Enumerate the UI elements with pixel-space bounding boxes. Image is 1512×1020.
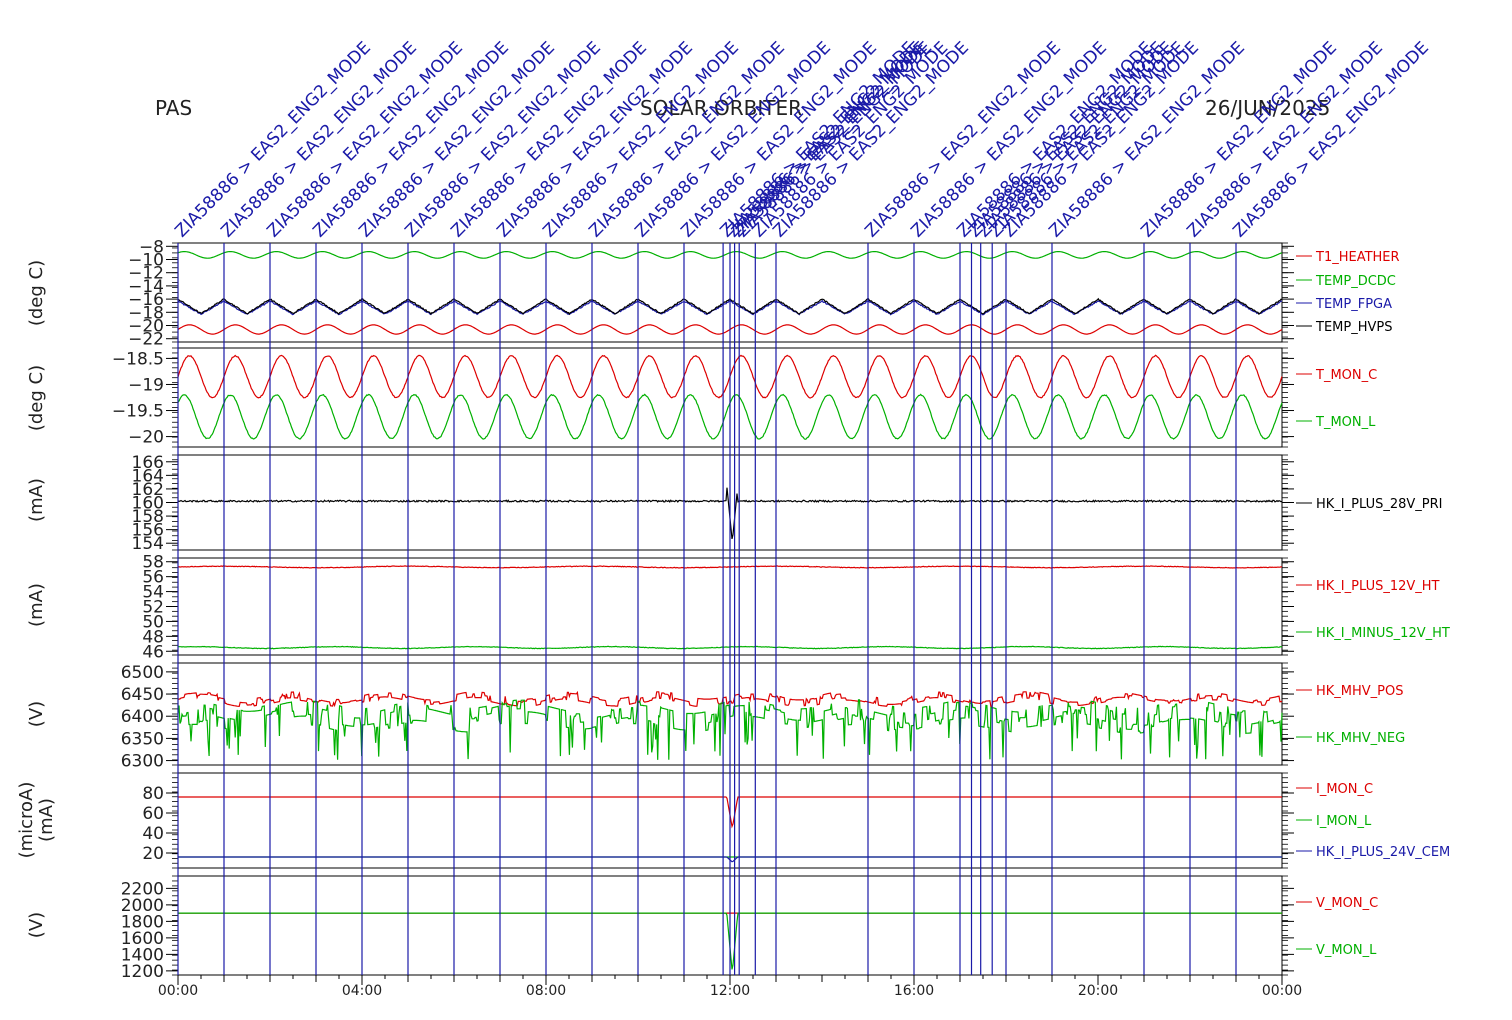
y-tick-label: −8 — [139, 237, 164, 257]
y-axis-label: (microA) — [16, 782, 37, 859]
y-tick-label: 1400 — [121, 945, 164, 965]
y-axis-label: (mA) — [26, 583, 47, 627]
instrument-label: PAS — [155, 96, 193, 120]
x-tick-label: 04:00 — [342, 983, 382, 999]
y-tick-label: −10 — [128, 251, 164, 271]
x-tick-label: 20:00 — [1078, 983, 1118, 999]
y-axis-label: (V) — [26, 912, 47, 938]
y-tick-label: 40 — [142, 824, 164, 844]
y-axis-label: (deg C) — [26, 260, 47, 326]
mission-title: SOLAR ORBITER — [640, 96, 802, 120]
legend-label: TEMP_DCDC — [1315, 274, 1396, 289]
y-tick-label: 164 — [132, 466, 164, 486]
y-tick-label: 60 — [142, 804, 164, 824]
y-tick-label: 1200 — [121, 962, 164, 982]
y-tick-label: 166 — [132, 453, 164, 473]
legend-label: HK_MHV_NEG — [1316, 731, 1405, 746]
y-tick-label: −18 — [128, 303, 164, 323]
y-tick-label: 20 — [142, 844, 164, 864]
legend-label: I_MON_L — [1316, 814, 1372, 829]
event-label: ZIA58886 > EAS2_ENG2_MODE — [1229, 38, 1432, 241]
y-tick-label: −19.5 — [112, 402, 164, 422]
y-axis-label: (mA) — [26, 478, 47, 522]
y-tick-label: −19 — [128, 375, 164, 395]
y-tick-label: 6450 — [121, 685, 164, 705]
y-tick-label: 56 — [142, 568, 164, 588]
legend-label: HK_I_MINUS_12V_HT — [1316, 626, 1450, 641]
legend-label: HK_I_PLUS_28V_PRI — [1316, 497, 1442, 512]
x-tick-label: 12:00 — [710, 983, 750, 999]
legend-label: TEMP_FPGA — [1315, 297, 1392, 312]
x-tick-label: 08:00 — [526, 983, 566, 999]
x-axis: 00:00 04:00 08:00 12:00 16:00 20:00 00:00 — [158, 975, 1302, 999]
x-tick-label: 00:00 — [158, 983, 198, 999]
date-label: 26/JUN/2025 — [1205, 96, 1331, 120]
y-tick-label: −18.5 — [112, 349, 164, 369]
y-tick-label: 1600 — [121, 929, 164, 949]
y-tick-label: 156 — [132, 521, 164, 541]
y-tick-label: −14 — [128, 277, 164, 297]
y-tick-label: 52 — [142, 598, 164, 618]
y-tick-label: 154 — [132, 534, 164, 554]
y-tick-label: 48 — [142, 627, 164, 647]
y-tick-label: 2200 — [121, 879, 164, 899]
legend-label: TEMP_HVPS — [1315, 320, 1392, 335]
y-axis-label: (mA) — [36, 798, 57, 842]
panel-1: −18.5 −19 −19.5 −20 (deg C) T_MON_C T_MON_L — [26, 347, 1377, 448]
y-tick-label: 1800 — [121, 912, 164, 932]
y-tick-label: 58 — [142, 553, 164, 573]
legend-label: V_MON_C — [1316, 896, 1378, 911]
legend-label: HK_I_PLUS_12V_HT — [1316, 579, 1440, 594]
x-tick-label: 16:00 — [894, 983, 934, 999]
y-tick-label: 46 — [142, 642, 164, 662]
y-axis-label: (deg C) — [26, 365, 47, 431]
y-tick-label: −20 — [128, 317, 164, 337]
y-tick-label: −20 — [128, 428, 164, 448]
y-tick-label: 2000 — [121, 896, 164, 916]
y-tick-label: 6500 — [121, 663, 164, 683]
legend-label: T1_HEATHER — [1315, 250, 1400, 265]
y-tick-label: 162 — [132, 480, 164, 500]
y-axis-label: (V) — [26, 701, 47, 727]
x-tick-label: 00:00 — [1262, 983, 1302, 999]
y-tick-label: −22 — [128, 330, 164, 350]
legend-label: HK_MHV_POS — [1316, 684, 1404, 699]
y-tick-label: 6300 — [121, 752, 164, 772]
legend-label: V_MON_L — [1316, 943, 1377, 958]
panel-0: −8−10−12−14−16−18−20−22 (deg C) T1_HEATHER… — [26, 237, 1400, 349]
legend-label: T_MON_L — [1315, 415, 1376, 430]
legend-label: I_MON_C — [1316, 782, 1373, 797]
y-tick-label: −12 — [128, 264, 164, 284]
y-tick-label: 54 — [142, 583, 164, 603]
y-tick-label: 80 — [142, 784, 164, 804]
y-tick-label: 6350 — [121, 729, 164, 749]
y-tick-label: −16 — [128, 290, 164, 310]
y-tick-label: 50 — [142, 612, 164, 632]
legend-label: HK_I_PLUS_24V_CEM — [1316, 845, 1450, 860]
y-tick-label: 6400 — [121, 707, 164, 727]
legend-label: T_MON_C — [1315, 368, 1377, 383]
y-tick-label: 160 — [132, 494, 164, 514]
y-tick-label: 158 — [132, 507, 164, 527]
